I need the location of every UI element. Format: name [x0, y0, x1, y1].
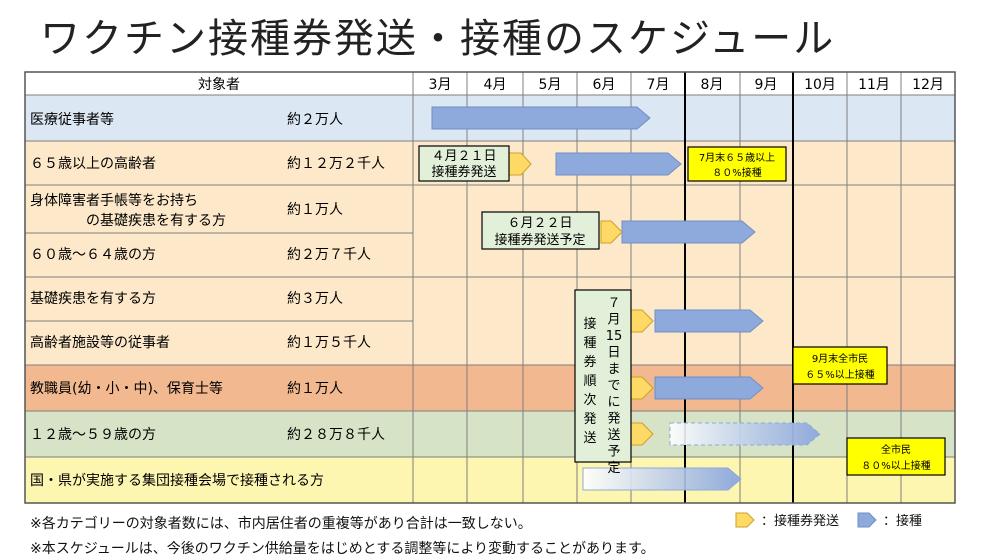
callout-july15 — [574, 289, 632, 463]
vertical-char: 発 — [583, 412, 596, 427]
month-header: 3月 — [429, 77, 452, 93]
row-name-underlying: 基礎疾患を有する方 — [30, 290, 156, 307]
row-bg-underlying — [25, 277, 413, 321]
goal-box-july-line2: ８０%接種 — [712, 166, 762, 179]
row-count-elderly: 約１２万２千人 — [287, 156, 385, 172]
row-count-12-59: 約２８万８千人 — [287, 427, 385, 443]
callout-june22-line2: 接種券発送予定 — [494, 232, 585, 248]
vertical-char: 日 — [607, 346, 620, 361]
row-count-underlying: 約３万人 — [287, 291, 343, 307]
vertical-char: 定 — [607, 461, 620, 476]
vaccination-arrow-teachers — [654, 376, 764, 400]
goal-box-all-line2: ８０%以上接種 — [861, 459, 931, 472]
row-bg-teachers — [25, 365, 413, 411]
row-bg-12-59 — [25, 411, 413, 457]
legend: ：接種券発送 ：接種 — [735, 510, 940, 529]
callout-april21 — [418, 145, 510, 182]
goal-box-september-line2: ６５%以上接種 — [805, 368, 875, 381]
month-header: 7月 — [647, 77, 670, 93]
row-bg-facility-staff — [25, 321, 413, 365]
vertical-char: 15 — [606, 329, 623, 344]
row-name-disabled-line1: 身体障害者手帳等をお持ち — [30, 192, 198, 209]
row-bg-group-site — [25, 457, 413, 503]
vertical-char: に — [607, 395, 620, 410]
row-count-disabled: 約１万人 — [287, 202, 343, 218]
goal-box-september — [792, 346, 888, 385]
row-name-teachers: 教職員(幼・小・中)、保育士等 — [30, 380, 223, 397]
header-target: 対象者 — [198, 77, 240, 93]
vertical-char: 送 — [607, 428, 620, 443]
vertical-char: 順 — [583, 374, 596, 389]
month-header: 10月 — [804, 77, 836, 93]
callout-april21-line1: ４月２１日 — [431, 149, 496, 164]
callout-april21-line2: 接種券発送 — [431, 164, 496, 180]
row-name-elderly: ６５歳以上の高齢者 — [30, 155, 156, 172]
goal-box-september-line1: 9月末全市民 — [812, 352, 868, 365]
vertical-char: 発 — [607, 412, 620, 427]
row-bg-disabled — [25, 185, 413, 233]
row-count-60-64: 約２万７千人 — [287, 247, 371, 263]
dispatch-arrow-disabled-60-64 — [600, 220, 623, 244]
row-name-disabled-line2: の基礎疾患を有する方 — [86, 212, 226, 229]
month-header: 11月 — [858, 77, 890, 93]
legend-dispatch-icon — [735, 511, 755, 529]
vertical-char: 月 — [607, 313, 620, 328]
vertical-char: 種 — [583, 335, 596, 351]
vertical-char: 次 — [583, 392, 596, 408]
month-headers: 3月 4月 5月 6月 7月 8月 9月 10月 11月 12月 — [429, 77, 944, 93]
legend-dispatch-label: ：接種券発送 — [761, 514, 840, 529]
month-header: 8月 — [701, 77, 724, 93]
row-count-facility-staff: 約１万５千人 — [287, 335, 371, 351]
row-name-12-59: １２歳～５９歳の方 — [30, 427, 156, 443]
row-name-facility-staff: 高齢者施設等の従事者 — [30, 334, 170, 351]
goal-box-july-line1: 7月末６５歳以上 — [699, 151, 775, 164]
month-header: 5月 — [539, 77, 562, 93]
month-header: 12月 — [912, 77, 944, 93]
vertical-char: で — [607, 379, 620, 394]
row-count-medical: 約２万人 — [287, 112, 343, 128]
row-name-medical: 医療従事者等 — [30, 111, 114, 128]
note-schedule-change: ※本スケジュールは、今後のワクチン供給量をはじめとする調整等により変動することが… — [30, 541, 655, 557]
callout-june22-line1: ６月２２日 — [507, 216, 572, 231]
legend-vaccination: ：接種 — [857, 510, 922, 529]
vertical-char: 券 — [583, 354, 596, 370]
vertical-char: 接 — [583, 316, 596, 332]
goal-box-all-line1: 全市民 — [881, 443, 911, 456]
note-overlap: ※各カテゴリーの対象者数には、市内居住者の重複等があり合計は一致しない。 — [30, 516, 532, 532]
vaccination-arrow-group-site — [582, 467, 742, 491]
goal-box-all — [846, 437, 946, 476]
vaccination-arrow-medical — [431, 106, 651, 130]
row-count-teachers: 約１万人 — [287, 381, 343, 397]
goal-box-july — [687, 146, 787, 182]
vertical-char: ７ — [607, 296, 620, 311]
callout-june22 — [481, 211, 600, 250]
row-name-60-64: ６０歳～６４歳の方 — [30, 247, 156, 263]
vaccination-arrow-elderly — [555, 152, 682, 176]
legend-dispatch: ：接種券発送 — [735, 510, 839, 529]
legend-vaccination-icon — [857, 511, 877, 529]
month-header: 6月 — [593, 77, 616, 93]
row-name-group-site: 国・県が実施する集団接種会場で接種される方 — [30, 472, 324, 489]
month-header: 9月 — [755, 77, 778, 93]
vertical-char: ま — [607, 362, 620, 377]
legend-vaccination-label: ：接種 — [883, 514, 923, 529]
vertical-char: 予 — [607, 445, 620, 460]
row-bg-60-64 — [25, 233, 413, 277]
vertical-char: 送 — [583, 431, 596, 446]
month-header: 4月 — [484, 77, 507, 93]
vaccination-arrow-disabled-60-64 — [621, 220, 756, 244]
row-bg-medical — [25, 95, 413, 141]
page-title: ワクチン接種券発送・接種のスケジュール — [40, 16, 836, 62]
row-bg-elderly — [25, 141, 413, 185]
vaccination-arrow-underlying-facility — [654, 309, 764, 333]
vaccination-arrow-12-59 — [669, 422, 821, 446]
